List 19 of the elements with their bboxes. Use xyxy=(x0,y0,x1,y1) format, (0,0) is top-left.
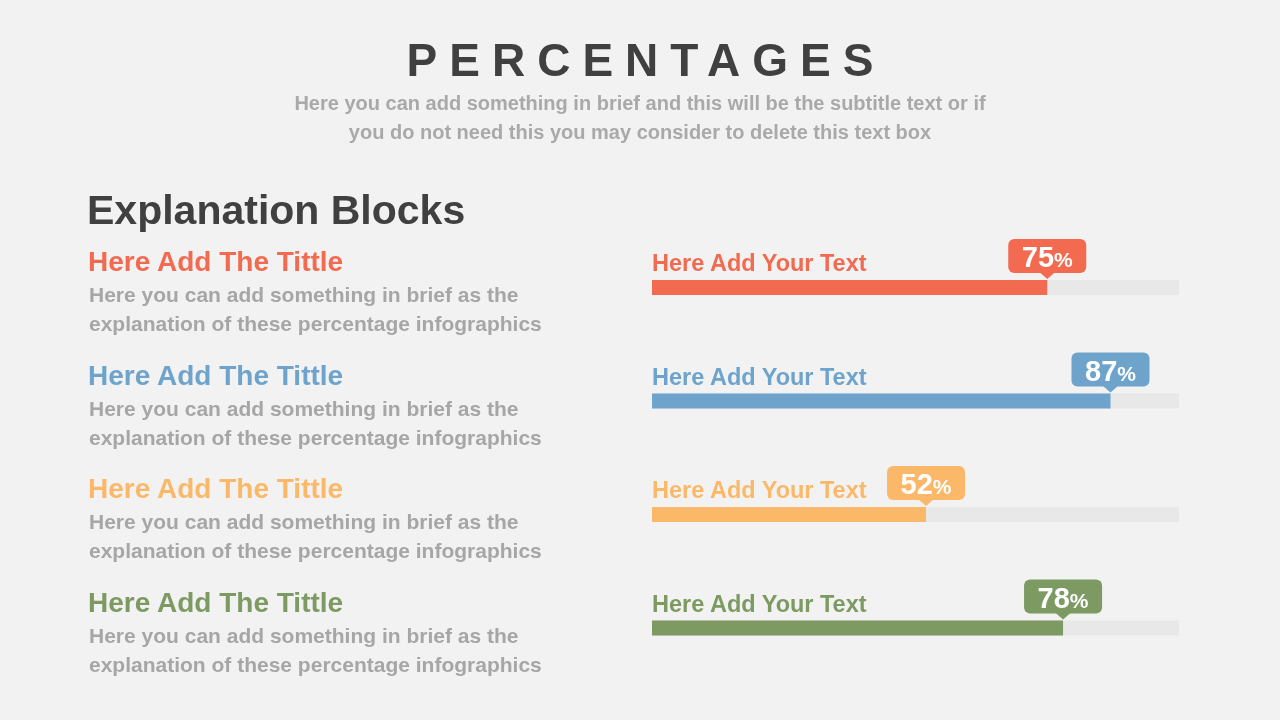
text: Explanation Blocks xyxy=(87,187,466,233)
data-label: 78% xyxy=(1037,581,1089,614)
text: Here Add The Tittle xyxy=(88,359,344,391)
text: Here you can add something in brief as the explanation of these percentage infographics xyxy=(89,282,543,337)
data-label: 75% xyxy=(1021,241,1074,273)
text: Here Add The Tittle xyxy=(88,586,344,618)
text: Here Add The Tittle xyxy=(88,473,344,504)
text: Here you can add something in brief as the explanation of these percentage infographics xyxy=(89,509,543,564)
data-label: 87% xyxy=(1085,354,1137,387)
y-tick-label: Here Add Your Text xyxy=(652,250,867,277)
text: Here you can add something in brief as the explanation of these percentage infographics xyxy=(89,395,543,451)
y-tick-label: Here Add Your Text xyxy=(652,590,867,617)
y-tick-label: Here Add Your Text xyxy=(652,363,867,390)
text: Here Add The Tittle xyxy=(88,246,344,277)
chart-title: PERCENTAGES xyxy=(405,33,887,87)
chart-subtitle: Here you can add something in brief and this will be the subtitle text or if you do not need this you may consider to delete this text box xyxy=(293,91,987,145)
data-label: 52% xyxy=(900,468,952,500)
text: Here you can add something in brief as the explanation of these percentage infographics xyxy=(89,622,543,678)
y-tick-label: Here Add Your Text xyxy=(652,477,867,504)
